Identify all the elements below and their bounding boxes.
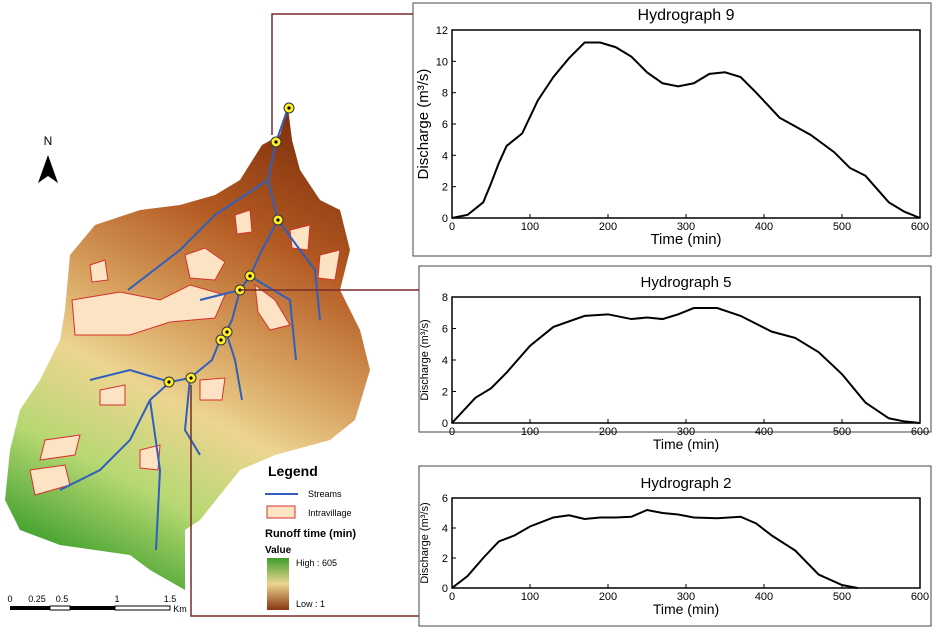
x-tick-label: 200 bbox=[599, 426, 617, 438]
scale-label: 0.25 bbox=[28, 594, 46, 604]
watershed bbox=[5, 108, 370, 590]
x-tick-label: 100 bbox=[521, 591, 539, 603]
y-axis-label: Discharge (m³/s) bbox=[415, 69, 432, 180]
legend-label: Streams bbox=[308, 489, 342, 499]
x-tick-label: 0 bbox=[449, 591, 455, 603]
x-tick-label: 300 bbox=[677, 426, 695, 438]
legend: Legend Streams Intravillage Runoff time … bbox=[265, 463, 356, 610]
x-tick-label: 100 bbox=[521, 221, 539, 233]
scale-label: 0 bbox=[7, 594, 12, 604]
y-tick-label: 4 bbox=[442, 355, 448, 367]
y-tick-label: 10 bbox=[436, 56, 448, 68]
y-tick-label: 2 bbox=[442, 387, 448, 399]
north-arrow bbox=[38, 155, 58, 183]
villages bbox=[29, 209, 341, 496]
scale-label: Km bbox=[173, 604, 187, 614]
chart-box bbox=[418, 465, 932, 627]
y-tick-label: 0 bbox=[442, 583, 448, 595]
x-tick-label: 200 bbox=[599, 221, 617, 233]
legend-label: High : 605 bbox=[296, 558, 337, 568]
y-tick-label: 8 bbox=[442, 292, 448, 304]
x-tick-label: 600 bbox=[911, 426, 929, 438]
map: N Legend Streams Intravillage Runoff tim… bbox=[5, 13, 419, 617]
chart-title: Hydrograph 5 bbox=[641, 274, 732, 291]
y-tick-label: 2 bbox=[442, 182, 448, 194]
x-tick-label: 400 bbox=[755, 221, 773, 233]
x-tick-label: 500 bbox=[833, 426, 851, 438]
chart-box bbox=[412, 2, 932, 257]
x-tick-label: 100 bbox=[521, 426, 539, 438]
x-tick-label: 300 bbox=[677, 221, 695, 233]
y-tick-label: 2 bbox=[442, 553, 448, 565]
x-tick-label: 0 bbox=[449, 426, 455, 438]
x-tick-label: 400 bbox=[755, 426, 773, 438]
x-tick-label: 400 bbox=[755, 591, 773, 603]
x-axis-label: Time (min) bbox=[653, 601, 719, 617]
y-tick-label: 12 bbox=[436, 25, 448, 37]
y-tick-label: 6 bbox=[442, 119, 448, 131]
hydrograph-line bbox=[451, 307, 921, 424]
x-tick-label: 600 bbox=[911, 221, 929, 233]
chart: Hydrograph 5 0 100 200 300 400 500 600 0 2 4 6 8 Time… bbox=[418, 265, 932, 452]
chart-title: Hydrograph 9 bbox=[638, 7, 735, 24]
outlets bbox=[163, 102, 295, 388]
x-tick-label: 600 bbox=[911, 591, 929, 603]
hydrograph-line bbox=[451, 41, 921, 219]
y-tick-label: 8 bbox=[442, 88, 448, 100]
scale-label: 0.5 bbox=[56, 594, 69, 604]
legend-title: Legend bbox=[268, 463, 318, 479]
legend-label: Intravillage bbox=[308, 508, 352, 518]
x-axis-label: Time (min) bbox=[653, 436, 719, 452]
chart: Hydrograph 9 0 100 200 300 400 500 600 0 2 4 6 8 10 12… bbox=[412, 2, 932, 257]
y-tick-label: 6 bbox=[442, 493, 448, 505]
x-axis-label: Time (min) bbox=[650, 231, 721, 248]
hydrograph-line bbox=[451, 508, 858, 589]
y-tick-label: 0 bbox=[442, 213, 448, 225]
scale-bar: 0 0.25 0.5 1 1.5 Km bbox=[7, 594, 186, 614]
y-axis-label: Discharge (m³/s) bbox=[419, 319, 431, 400]
y-tick-label: 6 bbox=[442, 324, 448, 336]
x-tick-label: 200 bbox=[599, 591, 617, 603]
legend-label: Low : 1 bbox=[296, 599, 325, 609]
y-axis-label: Discharge (m³/s) bbox=[419, 502, 431, 583]
x-tick-label: 500 bbox=[833, 591, 851, 603]
chart: Hydrograph 2 0 100 200 300 400 500 600 0 2 4 6 Time … bbox=[418, 465, 932, 627]
connectors bbox=[190, 13, 419, 617]
chart-box bbox=[418, 265, 932, 433]
x-tick-label: 0 bbox=[449, 221, 455, 233]
north-label: N bbox=[44, 134, 53, 148]
y-tick-label: 0 bbox=[442, 418, 448, 430]
scale-label: 1.5 bbox=[164, 594, 177, 604]
scale-label: 1 bbox=[114, 594, 119, 604]
y-tick-label: 4 bbox=[442, 150, 448, 162]
x-tick-label: 500 bbox=[833, 221, 851, 233]
legend-label: Runoff time (min) bbox=[265, 528, 356, 540]
x-tick-label: 300 bbox=[677, 591, 695, 603]
chart-title: Hydrograph 2 bbox=[641, 475, 732, 492]
legend-label: Value bbox=[265, 545, 292, 556]
y-tick-label: 4 bbox=[442, 523, 448, 535]
